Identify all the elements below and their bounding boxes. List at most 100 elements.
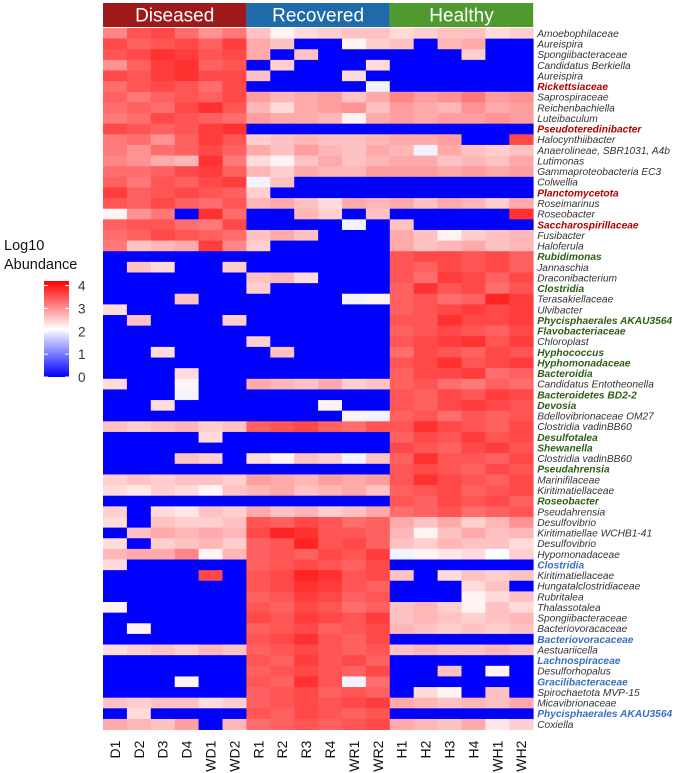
heatmap-cell [389, 251, 415, 263]
heatmap-cell [246, 378, 271, 390]
row-label: Draconibacterium [537, 273, 617, 284]
heatmap-cell [389, 570, 415, 582]
heatmap-cell [365, 49, 391, 61]
heatmap-cell [437, 485, 462, 497]
heatmap-cell [174, 442, 199, 454]
heatmap-cell [150, 208, 176, 220]
heatmap-cell [413, 612, 438, 624]
heatmap-cell [318, 708, 343, 720]
heatmap-cell [174, 144, 199, 156]
heatmap-cell [389, 368, 415, 380]
heatmap-cell [150, 251, 176, 263]
heatmap-cell [246, 687, 271, 699]
heatmap-cell [389, 506, 415, 518]
heatmap-cell [365, 612, 391, 624]
heatmap-cell [318, 240, 343, 252]
heatmap-cell [485, 389, 510, 401]
heatmap-cell [413, 431, 438, 443]
heatmap-cell [294, 474, 319, 486]
heatmap-cell [270, 591, 295, 603]
heatmap-cell [246, 59, 271, 71]
heatmap-cell [174, 410, 199, 422]
heatmap-cell [270, 400, 295, 412]
heatmap-cell [485, 506, 510, 518]
heatmap-cell [461, 336, 486, 348]
heatmap-cell [365, 229, 391, 241]
heatmap-cell [437, 633, 462, 645]
heatmap-cell [437, 516, 462, 529]
heatmap-cell [485, 91, 510, 103]
heatmap-cell [461, 602, 486, 614]
heatmap-cell [413, 208, 438, 220]
heatmap-cell [174, 612, 199, 624]
heatmap-cell [318, 474, 343, 486]
heatmap-cell [270, 612, 295, 624]
heatmap-cell [461, 357, 486, 369]
heatmap-cell [198, 198, 223, 210]
heatmap-cell [485, 718, 510, 730]
heatmap-cell [198, 28, 223, 40]
heatmap-cell [461, 676, 486, 688]
heatmap-cell [150, 400, 176, 412]
heatmap-cell [485, 676, 510, 688]
heatmap-cell [150, 166, 176, 178]
heatmap-cell [270, 187, 295, 199]
heatmap-cell [389, 81, 415, 93]
heatmap-cell [437, 219, 462, 231]
group-label-recovered: Recovered [272, 6, 364, 27]
heatmap-cell [222, 623, 247, 635]
heatmap-cell [174, 293, 199, 305]
row-label: Reichenbachiella [537, 103, 615, 114]
heatmap-cell [461, 655, 486, 667]
heatmap-cell [509, 123, 534, 135]
heatmap-cell [150, 357, 176, 369]
heatmap-cell [174, 91, 199, 103]
heatmap-cell [485, 251, 510, 263]
heatmap-cell [461, 113, 486, 125]
heatmap-cell [461, 283, 486, 295]
heatmap-cell [461, 229, 486, 241]
heatmap-cell [342, 548, 367, 560]
heatmap-cell [150, 495, 176, 507]
heatmap-cell [485, 623, 510, 635]
heatmap-cell [198, 708, 223, 720]
heatmap-cell [270, 251, 295, 263]
heatmap-cell [485, 325, 510, 337]
legend-ticks: 0 1 2 3 4 [44, 279, 86, 385]
heatmap-cell [485, 474, 510, 486]
heatmap-cell [389, 113, 415, 125]
heatmap-cell [270, 463, 295, 475]
heatmap-cell [365, 644, 391, 656]
heatmap-cell [150, 198, 176, 210]
heatmap-cell [413, 708, 438, 720]
heatmap-cell [509, 38, 534, 50]
heatmap-cell [365, 559, 391, 571]
heatmap-cell [294, 176, 319, 188]
heatmap-cell [437, 591, 462, 603]
heatmap-cell [509, 336, 534, 348]
heatmap-cell [461, 474, 486, 486]
heatmap-cell [270, 272, 295, 284]
heatmap-cell [150, 538, 176, 550]
heatmap-cell [389, 676, 415, 688]
heatmap-cell [461, 623, 486, 635]
heatmap-cell [413, 410, 438, 422]
heatmap-cell [126, 229, 152, 241]
heatmap-cell [198, 400, 223, 412]
heatmap-cell [294, 718, 319, 730]
heatmap-cell [365, 198, 391, 210]
heatmap-cell [318, 442, 343, 454]
heatmap-cell [126, 655, 152, 667]
heatmap-cell [222, 123, 247, 135]
heatmap-cell [461, 389, 486, 401]
heatmap-cell [342, 612, 367, 624]
heatmap-cell [174, 251, 199, 263]
heatmap-cell [437, 155, 462, 167]
heatmap-cell [294, 283, 319, 295]
heatmap-cell [222, 474, 247, 486]
heatmap-cell [509, 251, 534, 263]
heatmap-cell [222, 718, 247, 730]
heatmap-cell [509, 304, 534, 316]
heatmap-cell [389, 421, 415, 433]
heatmap-cell [437, 453, 462, 465]
